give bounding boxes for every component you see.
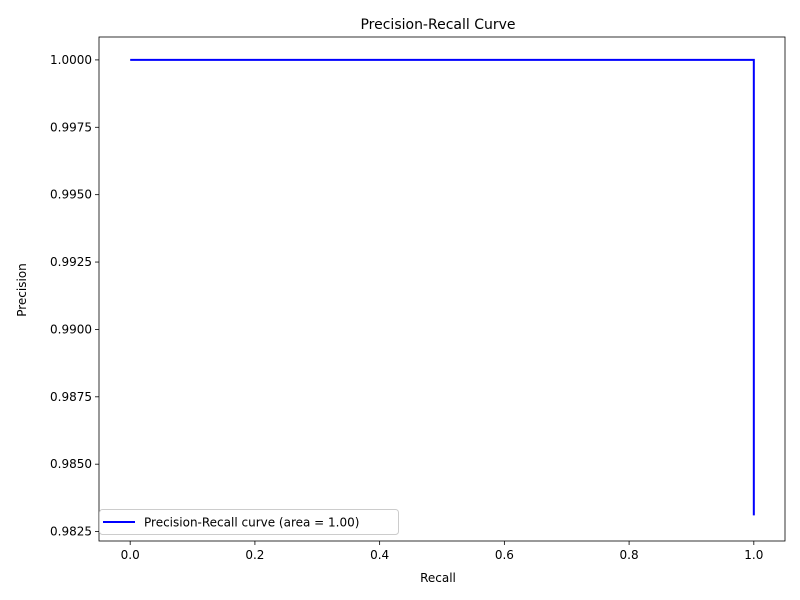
x-tick-label: 1.0	[744, 548, 763, 562]
legend: Precision-Recall curve (area = 1.00)	[99, 509, 399, 535]
y-tick-label: 0.9900	[50, 322, 92, 336]
series-layer	[130, 58, 755, 516]
x-tick-label: 0.0	[121, 548, 140, 562]
y-axis-ticks: 0.9825 0.9850 0.9875 0.9900 0.9925 0.9950 0.99…	[50, 53, 99, 539]
y-tick-label: 1.0000	[50, 53, 92, 67]
y-tick-label: 0.9875	[50, 390, 92, 404]
x-tick-label: 0.8	[620, 548, 639, 562]
x-tick-label: 0.6	[495, 548, 514, 562]
plot-frame	[98, 36, 786, 542]
legend-series-label: Precision-Recall curve (area = 1.00)	[144, 516, 359, 530]
x-tick-label: 0.2	[245, 548, 264, 562]
y-tick-label: 0.9950	[50, 188, 92, 202]
pr-curve-line	[130, 58, 755, 516]
y-tick-label: 0.9925	[50, 255, 92, 269]
chart-title: Precision-Recall Curve	[360, 17, 515, 33]
x-axis-ticks: 0.0 0.2 0.4 0.6 0.8 1.0	[121, 541, 763, 562]
legend-box	[99, 509, 399, 535]
y-tick-label: 0.9850	[50, 457, 92, 471]
x-axis-label: Recall	[420, 571, 456, 585]
x-tick-label: 0.4	[370, 548, 389, 562]
y-tick-label: 0.9825	[50, 525, 92, 539]
y-axis-label: Precision	[15, 263, 29, 317]
y-tick-label: 0.9975	[50, 120, 92, 134]
